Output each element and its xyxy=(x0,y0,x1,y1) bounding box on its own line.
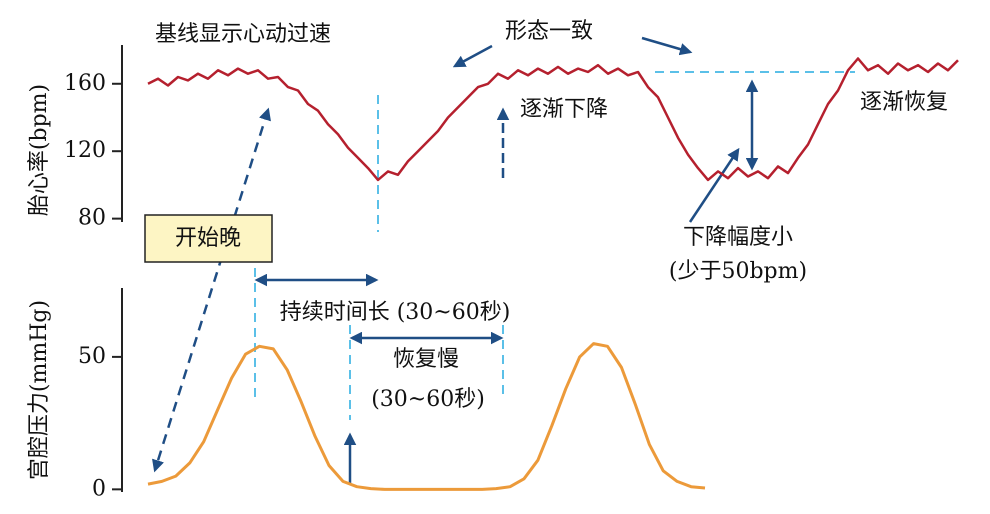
y-axis-label: 胎心率(bpm) xyxy=(27,84,52,216)
y-tick-label: 160 xyxy=(64,71,106,96)
y-tick-label: 120 xyxy=(64,138,106,163)
annotation: 基线显示心动过速 xyxy=(155,22,331,47)
annotation: 下降幅度小 xyxy=(683,225,793,250)
annotation: 形态一致 xyxy=(505,19,593,44)
y-tick-label: 80 xyxy=(78,206,106,231)
annotation: 恢复慢 xyxy=(393,347,459,372)
y-tick-label: 50 xyxy=(78,344,106,369)
annotation: 逐渐下降 xyxy=(520,97,608,122)
annotation: (30~60秒) xyxy=(371,387,485,412)
annotation: 开始晚 xyxy=(175,226,241,251)
guides xyxy=(144,36,855,485)
y-tick-label: 0 xyxy=(92,476,106,501)
data-line xyxy=(147,342,706,491)
annotation: (少于50bpm) xyxy=(669,259,807,284)
y-axis-label: 宫腔压力(mmHg) xyxy=(27,300,52,480)
annotation: 逐渐恢复 xyxy=(860,90,948,115)
annotation: 持续时间长 (30~60秒) xyxy=(280,300,511,325)
data-line xyxy=(147,57,959,182)
